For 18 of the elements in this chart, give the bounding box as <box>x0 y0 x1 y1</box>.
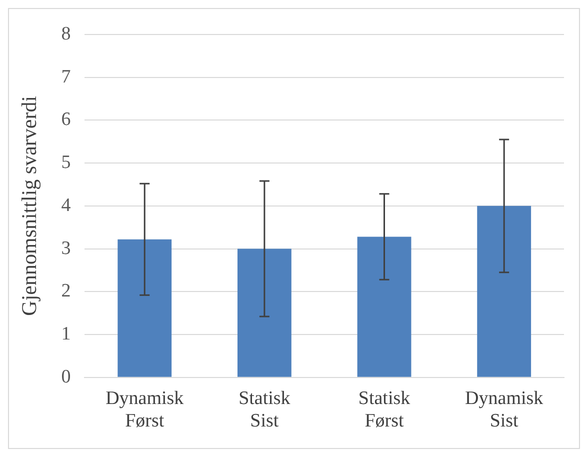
y-axis-title: Gjennomsnittlig svarverdi <box>17 96 42 316</box>
y-tick-label: 3 <box>61 238 71 259</box>
y-tick-label: 2 <box>61 280 71 302</box>
y-tick-label: 6 <box>61 109 71 130</box>
x-tick-label: Dynamisk Først <box>106 388 184 432</box>
x-tick-label: Statisk Sist <box>238 388 291 432</box>
y-tick-label: 0 <box>61 366 71 388</box>
x-tick-label: Dynamisk Sist <box>465 388 544 432</box>
y-tick-label: 4 <box>61 194 72 216</box>
x-tick-label: Statisk Først <box>358 388 411 432</box>
y-tick-label: 8 <box>61 23 71 44</box>
y-tick-label: 1 <box>61 324 71 345</box>
y-tick-label: 5 <box>61 152 71 174</box>
bar <box>477 206 532 377</box>
bar <box>237 248 292 377</box>
bar <box>357 236 412 377</box>
y-tick-label: 7 <box>61 66 71 88</box>
bar <box>118 239 172 377</box>
